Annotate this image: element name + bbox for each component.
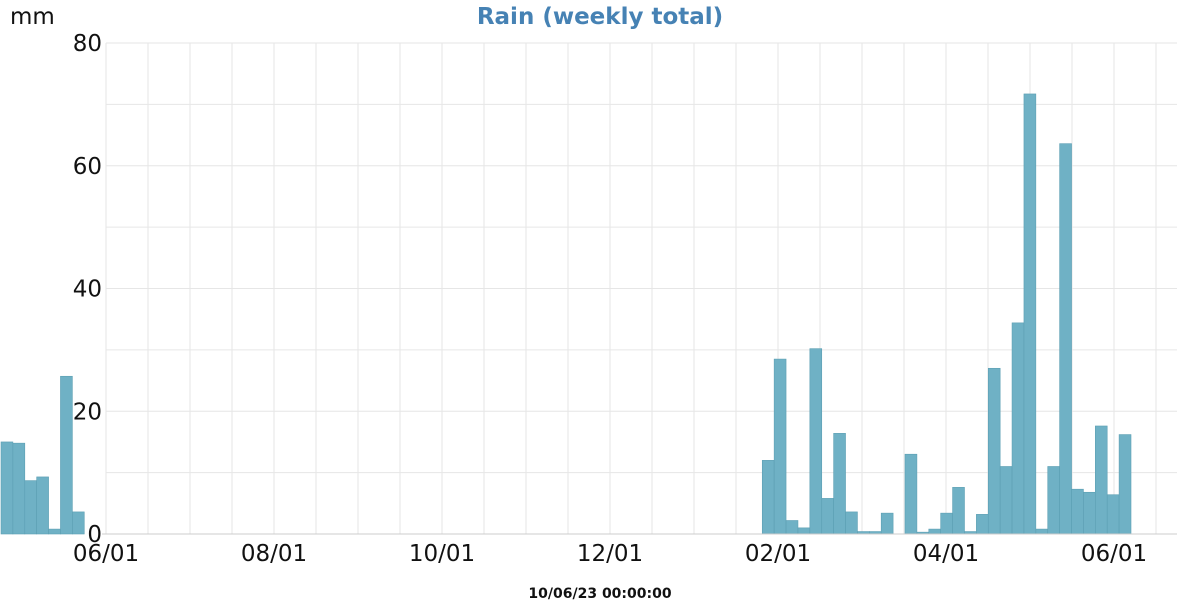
rain-bar: [48, 528, 61, 535]
rain-bar: [987, 367, 1001, 535]
rain-bar: [60, 375, 73, 535]
rain-bar: [12, 442, 26, 535]
rain-bar: [1071, 488, 1084, 535]
rain-bar: [1106, 494, 1120, 535]
rain-bar: [773, 358, 787, 535]
x-tick-label: 10/01: [409, 541, 475, 567]
rain-bar: [1059, 143, 1072, 535]
rain-bar: [1118, 434, 1132, 535]
rain-bar: [833, 433, 846, 535]
rain-bar: [761, 460, 775, 535]
rain-bar: [72, 511, 85, 535]
timestamp-label: 10/06/23 00:00:00: [528, 586, 671, 600]
rain-bar: [928, 528, 941, 535]
rain-bar: [845, 511, 858, 535]
rain-bar: [1023, 93, 1037, 535]
rain-bar: [952, 487, 965, 535]
x-tick-label: 06/01: [1081, 541, 1147, 567]
y-tick-label: 20: [73, 399, 102, 425]
x-tick-label: 06/01: [73, 541, 139, 567]
y-tick-label: 80: [73, 31, 102, 57]
rain-bar: [809, 348, 823, 535]
rain-bar: [1047, 466, 1060, 535]
y-tick-label: 0: [87, 522, 102, 548]
rain-bar: [36, 476, 49, 535]
rain-bar: [1095, 425, 1108, 535]
y-tick-label: 40: [73, 277, 102, 303]
rain-bar: [785, 520, 799, 535]
rain-bar: [1011, 322, 1025, 535]
y-tick-label: 60: [73, 154, 102, 180]
rain-bar: [24, 480, 37, 535]
x-tick-label: 12/01: [577, 541, 643, 567]
rain-bar: [976, 514, 989, 535]
rain-bar: [797, 527, 811, 535]
x-tick-label: 02/01: [745, 541, 811, 567]
rain-bar: [1035, 528, 1049, 535]
rain-bar: [904, 453, 918, 535]
x-tick-label: 04/01: [913, 541, 979, 567]
chart-title: Rain (weekly total): [477, 4, 723, 30]
rain-bar: [880, 512, 894, 535]
rain-bar: [0, 441, 14, 535]
rain-bar: [999, 466, 1013, 535]
x-tick-label: 08/01: [241, 541, 307, 567]
y-unit-label: mm: [10, 4, 55, 30]
rain-bar: [1083, 491, 1096, 535]
rain-bar: [940, 512, 953, 535]
rain-bar: [821, 498, 834, 535]
